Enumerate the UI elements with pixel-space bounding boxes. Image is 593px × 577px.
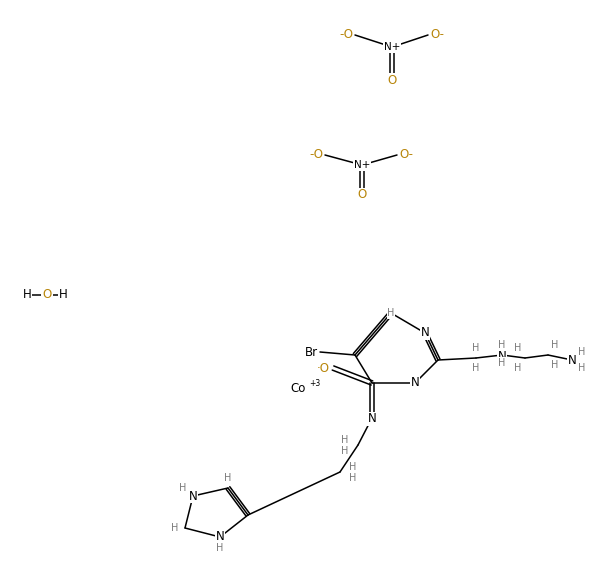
Text: O: O [42,288,52,302]
Text: O-: O- [430,28,444,42]
Text: N: N [498,350,506,364]
Text: H: H [472,343,480,353]
Text: H: H [551,360,559,370]
Text: N: N [368,413,377,425]
Text: N: N [420,327,429,339]
Text: -O: -O [309,148,323,162]
Text: H: H [472,363,480,373]
Text: H: H [349,462,356,472]
Text: H: H [59,288,68,302]
Text: ·O: ·O [317,362,330,374]
Text: H: H [342,446,349,456]
Text: O: O [387,73,397,87]
Text: N: N [410,377,419,389]
Text: H: H [349,473,356,483]
Text: H: H [216,543,224,553]
Text: H: H [342,435,349,445]
Text: H: H [514,343,522,353]
Text: H: H [498,358,506,368]
Text: H: H [179,483,187,493]
Text: H: H [387,308,395,318]
Text: -O: -O [339,28,353,42]
Text: Br: Br [305,346,318,358]
Text: N+: N+ [384,42,400,52]
Text: O: O [358,189,366,201]
Text: O-: O- [399,148,413,162]
Text: H: H [578,363,586,373]
Text: H: H [514,363,522,373]
Text: N+: N+ [354,160,370,170]
Text: H: H [578,347,586,357]
Text: H: H [551,340,559,350]
Text: H: H [498,340,506,350]
Text: Co: Co [291,381,305,395]
Text: H: H [23,288,31,302]
Text: +3: +3 [309,380,320,388]
Text: H: H [171,523,178,533]
Text: N: N [189,489,197,503]
Text: N: N [568,354,576,366]
Text: N: N [216,530,224,544]
Text: H: H [224,473,232,483]
